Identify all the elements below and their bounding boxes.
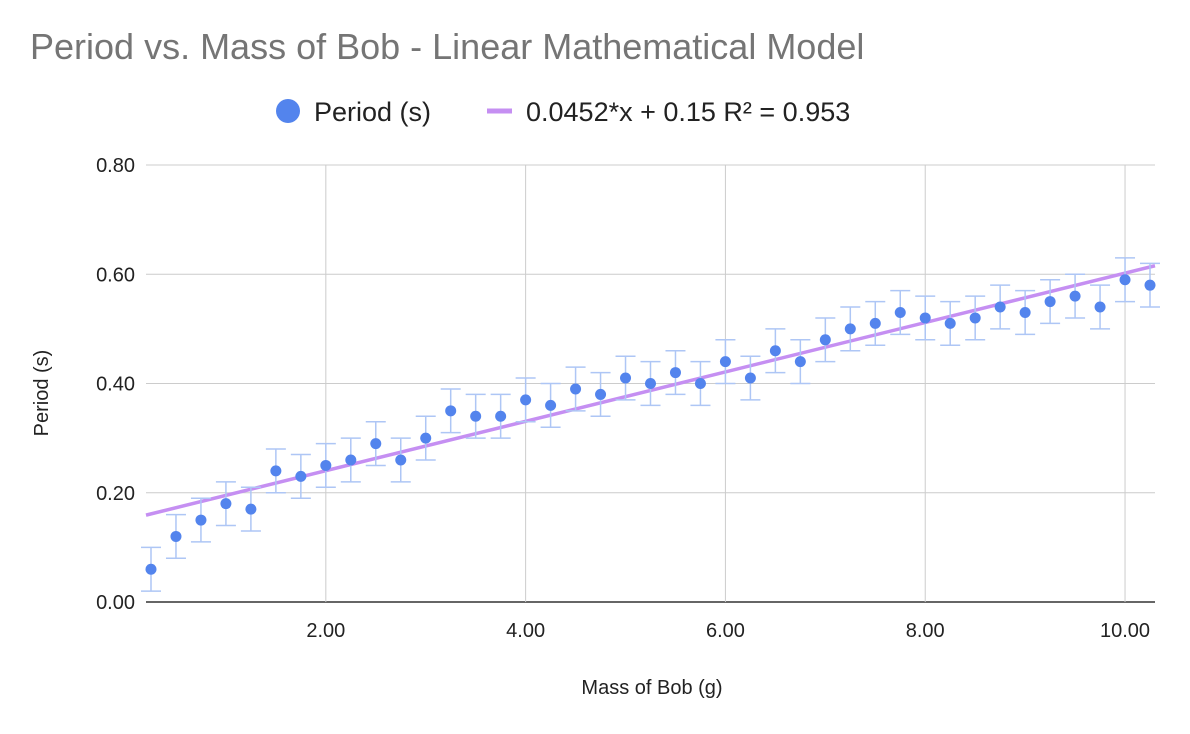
data-point: [545, 399, 557, 411]
data-point: [919, 312, 931, 324]
x-tick-label: 8.00: [906, 620, 945, 642]
data-point: [245, 503, 257, 515]
data-point: [495, 410, 507, 422]
data-point: [694, 378, 706, 389]
legend: Period (s) 0.0452*x + 0.15 R² = 0.953: [276, 97, 850, 127]
y-axis-label: Period (s): [31, 350, 53, 437]
chart-title: Period vs. Mass of Bob - Linear Mathemat…: [30, 26, 865, 67]
data-point: [969, 312, 981, 324]
data-point: [220, 498, 232, 510]
y-tick-label: 0.20: [96, 483, 135, 505]
data-point: [570, 383, 582, 395]
x-tick-label: 4.00: [506, 620, 545, 642]
data-point: [1069, 290, 1081, 302]
data-point: [744, 372, 756, 384]
data-point: [470, 410, 482, 422]
data-point: [669, 367, 681, 379]
data-point: [1119, 274, 1131, 286]
data-points: [145, 274, 1156, 575]
y-tick-label: 0.40: [96, 374, 135, 396]
data-point: [894, 306, 906, 318]
data-point: [195, 514, 207, 526]
data-point: [445, 405, 457, 417]
y-tick-label: 0.00: [96, 592, 135, 614]
legend-marker-period: [276, 99, 300, 123]
x-axis-label: Mass of Bob (g): [581, 677, 722, 699]
data-point: [794, 356, 806, 368]
data-point: [270, 465, 282, 477]
legend-label-period: Period (s): [314, 97, 431, 127]
y-tick-label: 0.80: [96, 155, 135, 177]
tick-labels: 0.00 0.20 0.40 0.60 0.80 2.00 4.00 6.00 8.00 10.0…: [96, 155, 1150, 642]
x-tick-label: 10.00: [1100, 620, 1150, 642]
error-bars: [140, 257, 1161, 592]
legend-label-trendline: 0.0452*x + 0.15 R² = 0.953: [526, 97, 850, 127]
data-point: [944, 317, 956, 329]
x-tick-label: 6.00: [706, 620, 745, 642]
data-point: [994, 301, 1006, 313]
data-point: [769, 345, 781, 357]
data-point: [844, 323, 856, 335]
data-point: [395, 454, 407, 466]
data-point: [320, 459, 332, 471]
data-point: [620, 372, 632, 384]
data-point: [1019, 306, 1031, 318]
data-point: [370, 438, 382, 450]
data-point: [170, 530, 182, 542]
data-point: [420, 432, 432, 444]
data-point: [520, 394, 532, 406]
data-point: [595, 388, 607, 400]
data-point: [145, 563, 157, 575]
data-point: [345, 454, 357, 466]
data-point: [1144, 279, 1156, 291]
data-point: [719, 356, 731, 368]
data-point: [295, 470, 307, 482]
data-point: [819, 334, 831, 346]
data-point: [1094, 301, 1106, 313]
data-point: [645, 378, 656, 389]
data-point: [1044, 296, 1056, 308]
x-tick-label: 2.00: [306, 620, 345, 642]
y-tick-label: 0.60: [96, 264, 135, 286]
data-point: [869, 317, 881, 329]
